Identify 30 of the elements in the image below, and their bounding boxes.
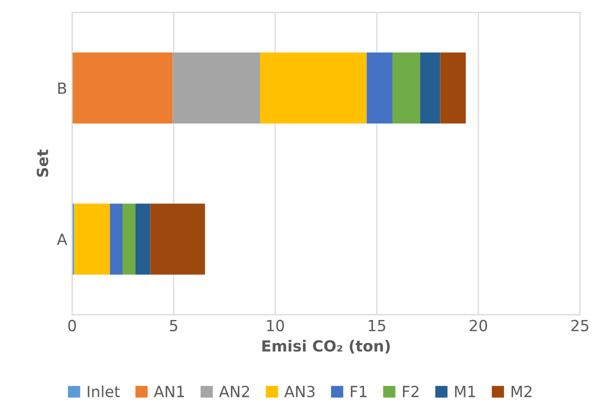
x-tick-label: 25 (571, 320, 588, 332)
bar (440, 52, 466, 124)
legend-label: M1 (455, 386, 476, 398)
x-tick-label: 15 (368, 320, 386, 332)
x-tick-label: 10 (267, 320, 284, 332)
bar (150, 204, 205, 275)
bar (260, 52, 367, 124)
x-axis-title: Emisi CO₂ (ton) (262, 340, 390, 354)
legend-label: AN3 (284, 386, 315, 398)
bar (74, 204, 110, 275)
legend-label: AN2 (219, 386, 250, 398)
bar (122, 204, 136, 275)
x-tick-label: 5 (170, 320, 178, 332)
legend-label: F2 (402, 386, 418, 398)
x-tick-label: 20 (470, 320, 488, 332)
y-axis-title: Set (36, 150, 48, 177)
legend-label: F1 (350, 386, 366, 398)
bar (172, 52, 260, 124)
legend-label: AN1 (154, 386, 184, 398)
bar (110, 204, 122, 275)
bar (136, 204, 150, 275)
legend-label: M2 (512, 386, 532, 398)
bar (366, 52, 392, 124)
bar (420, 52, 440, 124)
bar (72, 52, 173, 124)
legend-label: Inlet (88, 385, 120, 398)
x-tick-label: 0 (68, 320, 76, 332)
bar (392, 52, 420, 124)
y-tick-label: A (56, 234, 68, 245)
y-tick-label: B (58, 82, 66, 94)
